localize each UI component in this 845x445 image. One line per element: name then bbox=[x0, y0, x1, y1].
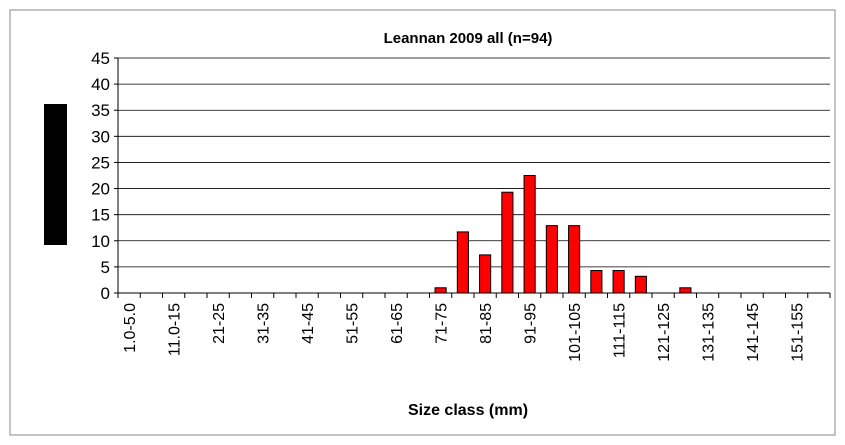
bar bbox=[434, 287, 447, 294]
y-tick-label: 30 bbox=[91, 127, 110, 146]
bar bbox=[590, 270, 603, 294]
x-tick-label: 61-65 bbox=[389, 303, 406, 344]
bar bbox=[501, 191, 514, 294]
x-tick-label: 1.0-5.0 bbox=[122, 303, 139, 353]
x-tick-label: 71-75 bbox=[434, 303, 451, 344]
bar bbox=[634, 275, 647, 294]
bar bbox=[545, 225, 558, 294]
y-tick-label: 0 bbox=[101, 284, 110, 303]
x-tick-label: 121-125 bbox=[656, 303, 673, 362]
x-tick-label: 21-25 bbox=[211, 303, 228, 344]
y-tick-label: 20 bbox=[91, 180, 110, 199]
x-tick-label: 101-105 bbox=[567, 303, 584, 362]
x-tick-label: 31-35 bbox=[256, 303, 273, 344]
bar bbox=[456, 231, 469, 294]
x-tick-label: 51-55 bbox=[345, 303, 362, 344]
bar bbox=[568, 225, 581, 294]
redacted-y-label bbox=[44, 104, 67, 245]
x-tick-label: 41-45 bbox=[300, 303, 317, 344]
y-tick-label: 40 bbox=[91, 75, 110, 94]
bar bbox=[479, 254, 492, 294]
x-tick-label: 131-135 bbox=[701, 303, 718, 362]
bar bbox=[612, 270, 625, 294]
x-tick-label: 141-145 bbox=[745, 303, 762, 362]
y-tick-label: 10 bbox=[91, 232, 110, 251]
chart-title: Leannan 2009 all (n=94) bbox=[384, 30, 553, 47]
x-axis-title: Size class (mm) bbox=[408, 402, 528, 419]
y-tick-label: 45 bbox=[91, 49, 110, 68]
y-tick-label: 5 bbox=[101, 258, 110, 277]
chart-frame bbox=[9, 9, 836, 436]
bar bbox=[523, 175, 536, 294]
x-tick-label: 81-85 bbox=[478, 303, 495, 344]
y-tick-label: 25 bbox=[91, 153, 110, 172]
y-tick-label: 35 bbox=[91, 101, 110, 120]
bar bbox=[679, 287, 692, 294]
y-tick-label: 15 bbox=[91, 206, 110, 225]
x-tick-label: 11.0-15 bbox=[167, 303, 184, 356]
x-tick-label: 91-95 bbox=[523, 303, 540, 344]
x-tick-label: 111-115 bbox=[612, 303, 629, 358]
x-tick-label: 151-155 bbox=[790, 303, 807, 362]
